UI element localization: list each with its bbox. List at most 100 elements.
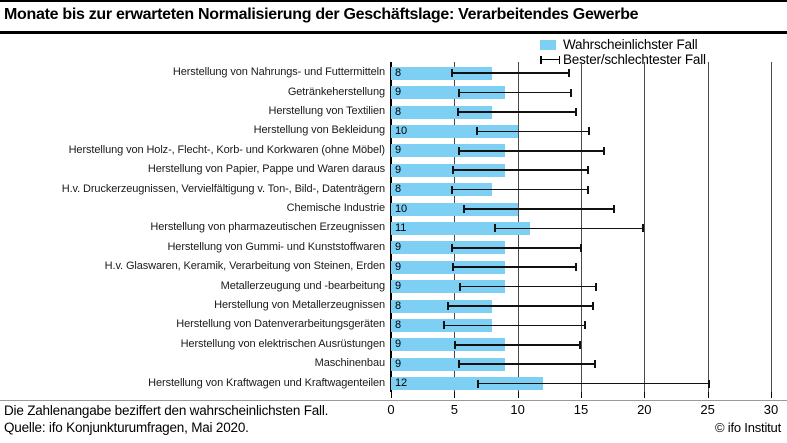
- whisker-line: [442, 324, 587, 327]
- category-label: Herstellung von Nahrungs- und Futtermitt…: [172, 66, 385, 79]
- category-label: H.v. Druckerzeugnissen, Vervielfältigung…: [61, 182, 385, 195]
- whisker-line: [450, 72, 570, 74]
- bar-value-label: 8: [395, 105, 402, 118]
- x-axis-tick: [707, 392, 709, 398]
- whisker-cap-max: [567, 69, 570, 78]
- whisker-cap-max: [595, 282, 598, 291]
- category-label: Herstellung von Kraftwagen und Kraftwage…: [148, 376, 385, 389]
- whisker-cap-max: [584, 321, 587, 330]
- whisker-cap-min: [454, 340, 457, 349]
- whisker-line: [450, 247, 583, 249]
- whisker-cap-max: [613, 205, 616, 213]
- bar: [391, 377, 543, 391]
- whisker-line: [456, 111, 578, 113]
- category-label: Herstellung von Holz-, Flecht-, Korb- un…: [68, 143, 386, 156]
- bar: [391, 86, 505, 100]
- whisker-line: [446, 305, 594, 307]
- bar-value-label: 9: [395, 144, 402, 157]
- bar: [391, 124, 518, 138]
- x-axis-tick-label: 0: [387, 402, 395, 417]
- whisker-cap-max: [587, 127, 590, 136]
- bar-value-label: 12: [395, 377, 408, 390]
- whisker-cap-max: [586, 185, 589, 194]
- whisker-cap-min: [456, 108, 459, 116]
- bar: [391, 357, 505, 371]
- whisker-cap-min: [451, 166, 454, 175]
- bar: [391, 338, 505, 352]
- bar: [391, 144, 505, 158]
- whisker-line: [477, 382, 711, 385]
- gridline-x15: [580, 62, 582, 392]
- category-label: Herstellung von Datenverarbeitungsgeräte…: [176, 318, 385, 331]
- bar-value-label: 10: [395, 124, 408, 137]
- whisker-cap-min: [446, 302, 449, 310]
- top-rule: [0, 0, 787, 2]
- bar: [391, 318, 493, 332]
- bar: [391, 280, 505, 294]
- category-label: Metallerzeugung und -bearbeitung: [220, 279, 385, 292]
- x-axis-tick-label: 10: [510, 402, 525, 417]
- whisker-cap-min: [493, 224, 496, 233]
- whisker-line: [458, 363, 597, 365]
- whisker-cap-min: [459, 282, 462, 291]
- legend-item-likely: Wahrscheinlichster Fall: [540, 37, 785, 52]
- gridline-x20: [644, 62, 646, 392]
- category-label: Herstellung von Bekleidung: [253, 124, 385, 137]
- whisker-cap-min: [463, 205, 466, 213]
- whisker-cap-max: [570, 88, 573, 97]
- bar-value-label: 8: [395, 299, 402, 312]
- errorbar-icon: [540, 55, 560, 65]
- legend-item-range: Bester/schlechtester Fall: [540, 52, 785, 67]
- bar: [391, 66, 493, 80]
- bar-swatch-icon: [540, 39, 556, 50]
- whisker-cap-max: [586, 166, 589, 175]
- whisker-line: [475, 130, 590, 133]
- bar-value-label: 9: [395, 260, 402, 273]
- whisker-cap-min: [458, 360, 461, 369]
- x-axis-tick: [644, 392, 646, 398]
- whisker-cap-max: [591, 302, 594, 310]
- y-axis-line: [390, 62, 392, 392]
- bar-value-label: 9: [395, 241, 402, 254]
- x-axis-tick: [770, 392, 772, 398]
- bar: [391, 299, 493, 313]
- whisker-cap-min: [458, 88, 461, 97]
- whisker-line: [459, 285, 598, 288]
- whisker-cap-min: [475, 127, 478, 136]
- category-label: Herstellung von elektrischen Ausrüstunge…: [180, 337, 386, 350]
- x-axis-tick: [517, 392, 519, 398]
- x-axis-tick-label: 5: [450, 402, 458, 417]
- bar-value-label: 11: [395, 221, 407, 234]
- whisker-line: [451, 266, 578, 268]
- bar: [391, 202, 518, 216]
- whisker-cap-max: [578, 340, 581, 349]
- whisker-line: [458, 91, 573, 94]
- footer-rule: [0, 400, 787, 401]
- bar: [391, 183, 493, 197]
- whisker-cap-min: [451, 263, 454, 272]
- category-label: Herstellung von Metallerzeugnissen: [214, 299, 385, 311]
- bar-value-label: 9: [395, 163, 402, 176]
- whisker-cap-max: [642, 224, 645, 233]
- whisker-line: [450, 188, 589, 191]
- bar: [391, 241, 505, 255]
- bar-value-label: 8: [395, 318, 402, 331]
- category-label: Herstellung von Textilien: [268, 105, 385, 117]
- whisker-cap-min: [458, 146, 461, 155]
- x-axis-tick-label: 30: [763, 402, 779, 417]
- whisker-cap-max: [594, 360, 597, 369]
- title-rule: [0, 31, 787, 34]
- whisker-cap-min: [442, 321, 445, 330]
- x-axis-tick-label: 20: [637, 402, 652, 417]
- whisker-line: [454, 344, 581, 346]
- copyright: © ifo Institut: [714, 420, 781, 435]
- x-axis-tick: [454, 392, 456, 398]
- footer-source: Quelle: ifo Konjunkturumfragen, Mai 2020…: [4, 420, 249, 435]
- whisker-cap-min: [450, 69, 453, 78]
- x-axis-tick: [580, 392, 582, 398]
- whisker-cap-min: [450, 185, 453, 194]
- bar-value-label: 9: [395, 357, 402, 370]
- category-label: Herstellung von Gummi- und Kunststoffwar…: [167, 240, 385, 253]
- category-label: H.v. Glaswaren, Keramik, Verarbeitung vo…: [104, 260, 385, 273]
- category-label: Getränkeherstellung: [287, 85, 385, 98]
